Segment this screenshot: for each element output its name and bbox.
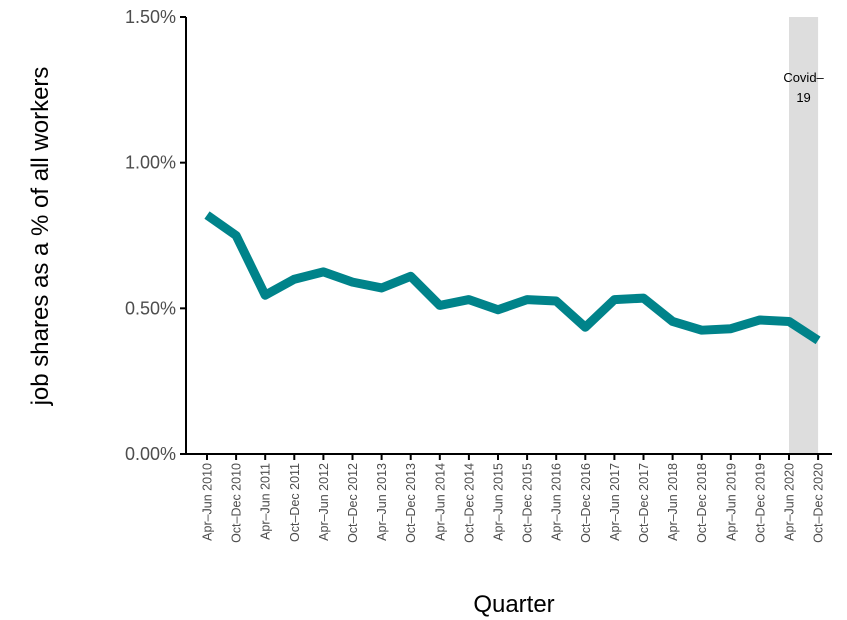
covid-label: 19 <box>796 90 810 105</box>
y-tick-label: 1.50% <box>125 7 176 27</box>
x-tick-label: Apr–Jun 2017 <box>608 463 622 541</box>
x-tick-label: Apr–Jun 2019 <box>724 463 738 541</box>
y-tick-label: 1.00% <box>125 153 176 173</box>
x-tick-label: Oct–Dec 2015 <box>521 463 535 543</box>
x-tick-label: Oct–Dec 2016 <box>579 463 593 543</box>
y-tick-label: 0.00% <box>125 444 176 464</box>
y-axis-title: job shares as a % of all workers <box>27 67 54 407</box>
x-tick-label: Apr–Jun 2015 <box>492 463 506 541</box>
y-tick-label: 0.50% <box>125 298 176 318</box>
covid-label: Covid– <box>783 70 824 85</box>
x-tick-label: Oct–Dec 2018 <box>695 463 709 543</box>
x-tick-label: Oct–Dec 2020 <box>812 463 826 543</box>
x-tick-label: Oct–Dec 2013 <box>404 463 418 543</box>
x-tick-label: Oct–Dec 2017 <box>637 463 651 543</box>
x-tick-label: Oct–Dec 2012 <box>346 463 360 543</box>
x-tick-label: Apr–Jun 2013 <box>375 463 389 541</box>
x-tick-label: Apr–Jun 2011 <box>259 463 273 540</box>
x-tick-label: Oct–Dec 2010 <box>230 463 244 543</box>
covid-shaded-region <box>789 17 819 454</box>
x-tick-label: Apr–Jun 2020 <box>783 463 797 541</box>
x-axis-title: Quarter <box>473 591 554 618</box>
x-tick-label: Oct–Dec 2019 <box>753 463 767 543</box>
x-tick-label: Apr–Jun 2014 <box>433 463 447 541</box>
x-tick-label: Apr–Jun 2010 <box>201 463 215 541</box>
x-tick-label: Apr–Jun 2012 <box>317 463 331 541</box>
x-tick-label: Oct–Dec 2011 <box>288 463 302 542</box>
x-tick-label: Oct–Dec 2014 <box>462 463 476 543</box>
series-line <box>204 211 821 345</box>
x-tick-label: Apr–Jun 2016 <box>550 463 564 541</box>
x-tick-label: Apr–Jun 2018 <box>666 463 680 541</box>
